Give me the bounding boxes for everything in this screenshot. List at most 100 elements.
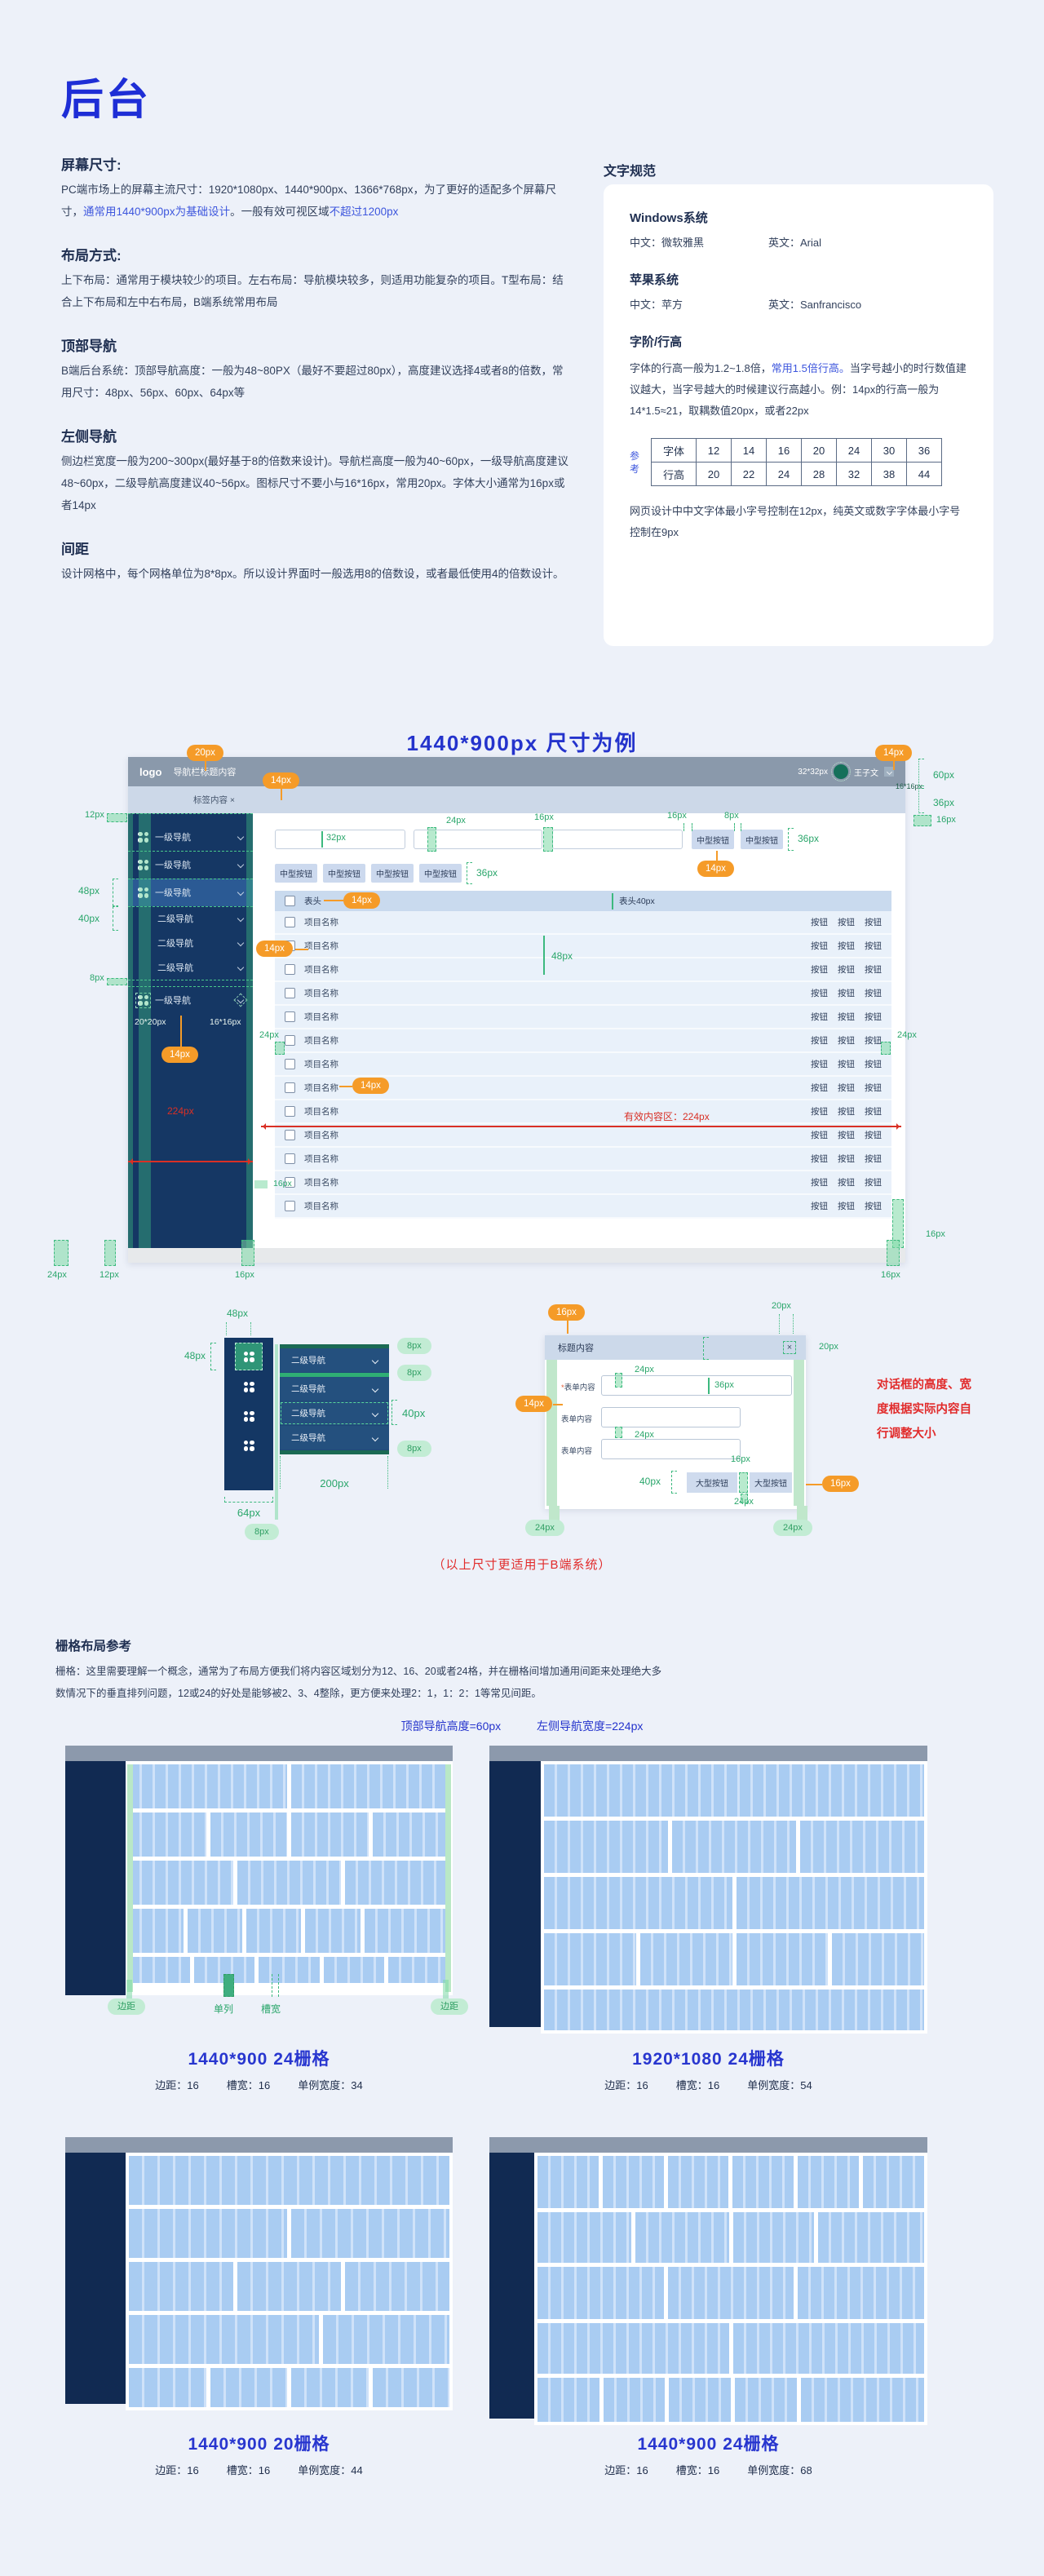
user-name[interactable]: 王子文 <box>854 768 878 778</box>
large-button[interactable]: 大型按钮 <box>750 1472 792 1493</box>
action-link[interactable]: 按钮 <box>838 1178 855 1188</box>
submenu-item[interactable]: 二级导航 <box>280 1377 389 1401</box>
action-link[interactable]: 按钮 <box>838 1154 855 1164</box>
medium-button[interactable]: 中型按钮 <box>275 864 317 883</box>
table-row[interactable]: 项目名称 按钮 按钮 按钮 <box>275 958 891 982</box>
medium-button[interactable]: 中型按钮 <box>419 864 462 883</box>
action-link[interactable]: 按钮 <box>811 1154 828 1164</box>
action-link[interactable]: 按钮 <box>865 1131 882 1140</box>
checkbox[interactable] <box>285 988 295 998</box>
table-row[interactable]: 项目名称 按钮 按钮 按钮 <box>275 911 891 935</box>
action-link[interactable]: 按钮 <box>865 1154 882 1164</box>
action-link[interactable]: 按钮 <box>838 989 855 998</box>
action-link[interactable]: 按钮 <box>838 941 855 951</box>
action-link[interactable]: 按钮 <box>811 1202 828 1211</box>
chevron-down-icon[interactable] <box>884 767 894 777</box>
action-link[interactable]: 按钮 <box>838 1060 855 1069</box>
table-row[interactable]: 项目名称 按钮 按钮 按钮 <box>275 1006 891 1029</box>
action-link[interactable]: 按钮 <box>865 1036 882 1046</box>
checkbox[interactable] <box>285 917 295 927</box>
sidebar-item-nav1[interactable]: 一级导航 <box>128 986 253 1014</box>
table-row[interactable]: 项目名称 按钮 按钮 按钮 <box>275 1171 891 1195</box>
action-link[interactable]: 按钮 <box>811 1012 828 1022</box>
table-row[interactable]: 项目名称 按钮 按钮 按钮 <box>275 1148 891 1171</box>
checkbox[interactable] <box>285 896 295 906</box>
table-row[interactable]: 项目名称 按钮 按钮 按钮 <box>275 1124 891 1148</box>
action-link[interactable]: 按钮 <box>811 1131 828 1140</box>
user-avatar[interactable] <box>831 762 851 781</box>
checkbox[interactable] <box>285 1035 295 1046</box>
submenu-item[interactable]: 二级导航 <box>280 1426 389 1450</box>
action-link[interactable]: 按钮 <box>811 1178 828 1188</box>
submenu-item[interactable]: 二级导航 <box>280 1348 389 1372</box>
action-link[interactable]: 按钮 <box>865 918 882 927</box>
table-row[interactable]: 项目名称 按钮 按钮 按钮 <box>275 935 891 958</box>
checkbox[interactable] <box>285 1130 295 1140</box>
action-link[interactable]: 按钮 <box>865 1178 882 1188</box>
sidebar-item-nav2[interactable]: 二级导航 <box>128 906 253 931</box>
form-input[interactable] <box>601 1439 741 1459</box>
action-link[interactable]: 按钮 <box>865 941 882 951</box>
table-row[interactable]: 项目名称 按钮 按钮 按钮 <box>275 982 891 1006</box>
sidebar-item-nav1[interactable]: 一级导航 <box>128 823 253 851</box>
medium-button[interactable]: 中型按钮 <box>692 830 734 849</box>
checkbox[interactable] <box>285 1059 295 1069</box>
table-row[interactable]: 项目名称 按钮 按钮 按钮 <box>275 1100 891 1124</box>
form-input[interactable] <box>601 1375 792 1396</box>
table-row[interactable]: 项目名称 按钮 按钮 按钮 <box>275 1195 891 1219</box>
rail-item[interactable] <box>224 1372 273 1401</box>
tab-bar: 标签内容 × <box>128 786 905 813</box>
tab-content[interactable]: 标签内容 × <box>193 795 236 805</box>
action-link[interactable]: 按钮 <box>865 1083 882 1093</box>
medium-button[interactable]: 中型按钮 <box>371 864 414 883</box>
action-link[interactable]: 按钮 <box>838 1012 855 1022</box>
action-link[interactable]: 按钮 <box>865 965 882 975</box>
action-link[interactable]: 按钮 <box>865 989 882 998</box>
action-link[interactable]: 按钮 <box>838 1107 855 1117</box>
checkbox[interactable] <box>285 1153 295 1164</box>
table-row[interactable]: 项目名称 按钮 按钮 按钮 <box>275 1029 891 1053</box>
close-icon[interactable]: × <box>783 1341 796 1354</box>
filter-input[interactable] <box>552 830 683 849</box>
checkbox[interactable] <box>285 1106 295 1117</box>
checkbox[interactable] <box>285 1011 295 1022</box>
medium-button[interactable]: 中型按钮 <box>741 830 783 849</box>
rail-item[interactable] <box>224 1431 273 1460</box>
action-link[interactable]: 按钮 <box>811 1083 828 1093</box>
action-link[interactable]: 按钮 <box>838 1036 855 1046</box>
sidebar-item-nav2[interactable]: 二级导航 <box>128 931 253 955</box>
action-link[interactable]: 按钮 <box>865 1202 882 1211</box>
search-input[interactable] <box>275 830 405 849</box>
action-link[interactable]: 按钮 <box>838 1083 855 1093</box>
action-link[interactable]: 按钮 <box>811 989 828 998</box>
rail-item-selected[interactable] <box>235 1343 263 1370</box>
table-row[interactable]: 项目名称 按钮 按钮 按钮 <box>275 1053 891 1077</box>
sidebar-item-nav1[interactable]: 一级导航 <box>128 851 253 879</box>
action-link[interactable]: 按钮 <box>811 918 828 927</box>
action-link[interactable]: 按钮 <box>811 1107 828 1117</box>
action-link[interactable]: 按钮 <box>838 1131 855 1140</box>
rail-item[interactable] <box>224 1401 273 1431</box>
action-link[interactable]: 按钮 <box>865 1107 882 1117</box>
grid-block <box>798 2267 925 2319</box>
action-link[interactable]: 按钮 <box>838 965 855 975</box>
checkbox[interactable] <box>285 1082 295 1093</box>
action-link[interactable]: 按钮 <box>811 941 828 951</box>
action-link[interactable]: 按钮 <box>838 918 855 927</box>
form-input[interactable] <box>601 1407 741 1427</box>
action-link[interactable]: 按钮 <box>865 1012 882 1022</box>
grid-block <box>639 1933 732 1985</box>
action-link[interactable]: 按钮 <box>865 1060 882 1069</box>
action-link[interactable]: 按钮 <box>811 965 828 975</box>
action-link[interactable]: 按钮 <box>811 1060 828 1069</box>
action-link[interactable]: 按钮 <box>838 1202 855 1211</box>
sidebar-item-nav1-selected[interactable]: 一级导航 <box>128 879 253 906</box>
large-button[interactable]: 大型按钮 <box>687 1472 737 1493</box>
action-link[interactable]: 按钮 <box>811 1036 828 1046</box>
sidebar-item-nav2[interactable]: 二级导航 <box>128 955 253 980</box>
medium-button[interactable]: 中型按钮 <box>323 864 365 883</box>
submenu-item-measured[interactable]: 二级导航 <box>280 1401 389 1425</box>
checkbox[interactable] <box>285 1177 295 1188</box>
checkbox[interactable] <box>285 1201 295 1211</box>
checkbox[interactable] <box>285 964 295 975</box>
